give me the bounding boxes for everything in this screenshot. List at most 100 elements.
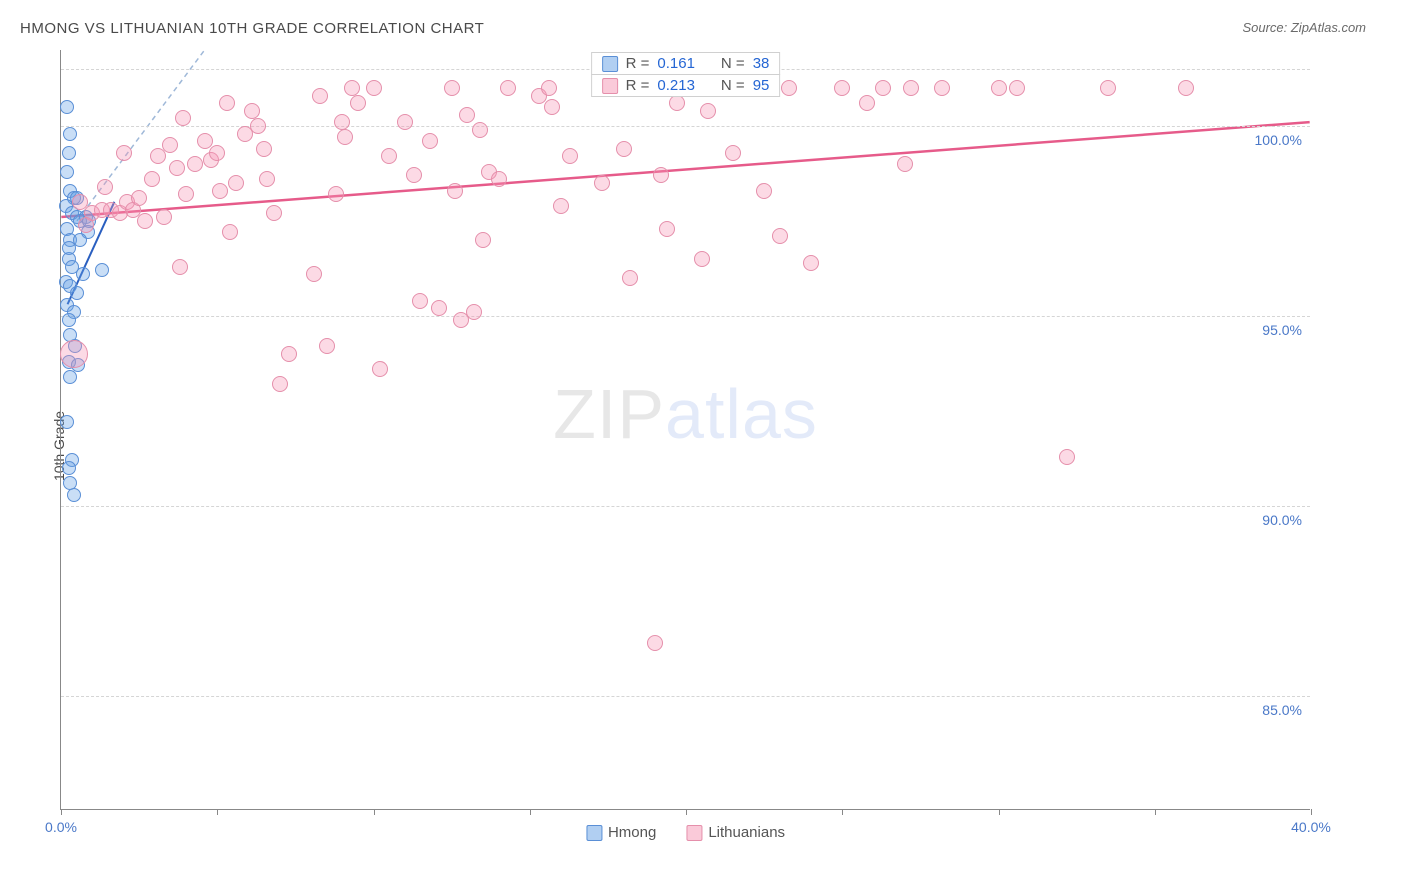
legend-item: Hmong xyxy=(586,824,656,841)
data-point xyxy=(150,148,166,164)
x-tick xyxy=(686,809,687,815)
data-point xyxy=(447,183,463,199)
data-point xyxy=(212,183,228,199)
data-point xyxy=(73,233,87,247)
stat-r-value: 0.213 xyxy=(657,77,695,94)
x-tick xyxy=(61,809,62,815)
data-point xyxy=(70,286,84,300)
data-point xyxy=(406,167,422,183)
data-point xyxy=(259,171,275,187)
data-point xyxy=(76,267,90,281)
data-point xyxy=(431,300,447,316)
data-point xyxy=(350,95,366,111)
source-label: Source: ZipAtlas.com xyxy=(1242,20,1366,35)
chart-container: HMONG VS LITHUANIAN 10TH GRADE CORRELATI… xyxy=(10,10,1396,882)
x-tick xyxy=(1311,809,1312,815)
x-tick xyxy=(374,809,375,815)
data-point xyxy=(875,80,891,96)
data-point xyxy=(444,80,460,96)
data-point xyxy=(803,255,819,271)
legend-swatch xyxy=(602,78,618,94)
watermark: ZIPatlas xyxy=(553,374,818,454)
data-point xyxy=(397,114,413,130)
stat-r-value: 0.161 xyxy=(657,55,695,72)
data-point xyxy=(334,114,350,130)
data-point xyxy=(1100,80,1116,96)
data-point xyxy=(366,80,382,96)
data-point xyxy=(412,293,428,309)
data-point xyxy=(162,137,178,153)
data-point xyxy=(250,118,266,134)
data-point xyxy=(169,160,185,176)
data-point xyxy=(97,179,113,195)
data-point xyxy=(156,209,172,225)
data-point xyxy=(781,80,797,96)
data-point xyxy=(372,361,388,377)
x-tick-label: 0.0% xyxy=(45,819,77,835)
data-point xyxy=(541,80,557,96)
chart-title: HMONG VS LITHUANIAN 10TH GRADE CORRELATI… xyxy=(20,20,484,37)
data-point xyxy=(60,415,74,429)
data-point xyxy=(669,95,685,111)
data-point xyxy=(63,370,77,384)
x-tick-label: 40.0% xyxy=(1291,819,1331,835)
data-point xyxy=(62,146,76,160)
gridline xyxy=(61,696,1310,697)
data-point xyxy=(991,80,1007,96)
legend-swatch xyxy=(686,825,702,841)
data-point xyxy=(60,100,74,114)
stat-legend-row: R = 0.213 N = 95 xyxy=(591,74,781,97)
y-tick-label: 85.0% xyxy=(1262,702,1302,718)
x-tick xyxy=(217,809,218,815)
data-point xyxy=(312,88,328,104)
legend-label: Hmong xyxy=(608,824,656,841)
stat-n-value: 38 xyxy=(753,55,770,72)
data-point xyxy=(219,95,235,111)
stat-n-label: N = xyxy=(721,55,745,72)
data-point xyxy=(553,198,569,214)
data-point xyxy=(491,171,507,187)
data-point xyxy=(594,175,610,191)
data-point xyxy=(60,340,88,368)
data-point xyxy=(209,145,225,161)
gridline xyxy=(61,316,1310,317)
watermark-zip: ZIP xyxy=(553,375,665,453)
legend-label: Lithuanians xyxy=(708,824,785,841)
data-point xyxy=(659,221,675,237)
data-point xyxy=(694,251,710,267)
data-point xyxy=(137,213,153,229)
data-point xyxy=(381,148,397,164)
plot-area: ZIPatlas R =0.161N =38R =0.213N =95 Hmon… xyxy=(60,50,1310,810)
data-point xyxy=(422,133,438,149)
y-tick-label: 90.0% xyxy=(1262,512,1302,528)
data-point xyxy=(95,263,109,277)
data-point xyxy=(344,80,360,96)
data-point xyxy=(178,186,194,202)
data-point xyxy=(328,186,344,202)
data-point xyxy=(466,304,482,320)
data-point xyxy=(934,80,950,96)
data-point xyxy=(544,99,560,115)
stat-r-label: R = xyxy=(626,55,650,72)
legend-item: Lithuanians xyxy=(686,824,785,841)
data-point xyxy=(228,175,244,191)
legend-swatch xyxy=(586,825,602,841)
data-point xyxy=(337,129,353,145)
data-point xyxy=(222,224,238,240)
data-point xyxy=(62,313,76,327)
data-point xyxy=(472,122,488,138)
data-point xyxy=(306,266,322,282)
data-point xyxy=(172,259,188,275)
stat-n-label: N = xyxy=(721,77,745,94)
stat-n-value: 95 xyxy=(753,77,770,94)
data-point xyxy=(475,232,491,248)
watermark-atlas: atlas xyxy=(665,375,818,453)
data-point xyxy=(725,145,741,161)
data-point xyxy=(78,217,94,233)
data-point xyxy=(62,461,76,475)
gridline xyxy=(61,506,1310,507)
y-tick-label: 95.0% xyxy=(1262,322,1302,338)
stat-legend-row: R = 0.161 N = 38 xyxy=(591,52,781,75)
stat-r-label: R = xyxy=(626,77,650,94)
data-point xyxy=(144,171,160,187)
